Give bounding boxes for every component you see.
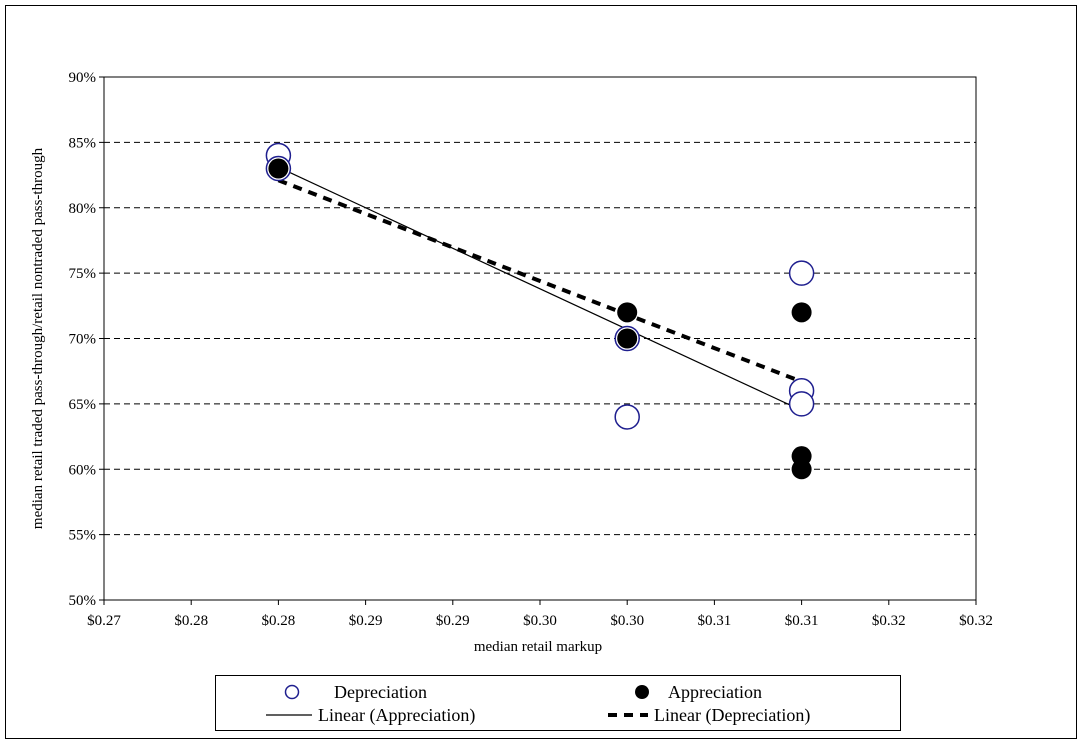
legend-label-appreciation: Appreciation (668, 681, 762, 702)
trendline-depreciation (277, 178, 803, 384)
x-tick-label: $0.28 (262, 613, 296, 629)
trendline-appreciation (278, 166, 802, 411)
x-tick-label: $0.31 (785, 613, 819, 629)
legend-item-depreciation: Depreciation (282, 681, 427, 703)
depreciation-point (788, 260, 815, 286)
x-tick-label: $0.29 (349, 613, 383, 629)
appreciation-point (268, 158, 289, 179)
y-tick-label: 90% (69, 70, 97, 86)
y-tick-label: 60% (69, 462, 97, 478)
appreciation-point (791, 302, 812, 323)
x-tick-label: $0.27 (87, 613, 121, 629)
legend-label-depreciation: Depreciation (334, 681, 427, 702)
y-tick-label: 55% (69, 528, 97, 544)
x-tick-label: $0.31 (698, 613, 732, 629)
legend-item-appreciation: Appreciation (616, 681, 762, 703)
y-tick-label: 85% (69, 135, 97, 151)
x-tick-label: $0.30 (523, 613, 557, 629)
y-tick-label: 50% (69, 593, 97, 609)
legend-item-linear-depreciation: Linear (Depreciation) (602, 704, 810, 726)
y-axis-title: median retail traded pass-through/retail… (30, 147, 46, 529)
depreciation-point (614, 404, 640, 430)
x-axis-title: median retail markup (474, 639, 602, 655)
appreciation-point (617, 302, 638, 323)
y-tick-label: 65% (69, 397, 97, 413)
appreciation-point (791, 459, 812, 480)
chart-area (5, 5, 1077, 739)
depreciation-point (788, 391, 815, 417)
y-tick-label: 70% (69, 332, 97, 348)
y-tick-label: 75% (69, 266, 97, 282)
appreciation-point (617, 328, 638, 349)
x-tick-label: $0.28 (174, 613, 208, 629)
dashed-line-icon (602, 704, 648, 726)
legend-item-linear-appreciation: Linear (Appreciation) (266, 704, 475, 726)
x-tick-label: $0.29 (436, 613, 470, 629)
solid-line-icon (266, 704, 312, 726)
legend: Depreciation Appreciation Linear (Apprec… (215, 675, 901, 731)
legend-label-linear-appreciation: Linear (Appreciation) (318, 704, 476, 725)
x-tick-label: $0.32 (872, 613, 906, 629)
x-tick-label: $0.32 (959, 613, 993, 629)
open-circle-marker-icon (282, 681, 328, 703)
legend-label-linear-depreciation: Linear (Depreciation) (654, 704, 811, 725)
x-tick-label: $0.30 (610, 613, 644, 629)
y-tick-label: 80% (69, 201, 97, 217)
filled-circle-marker-icon (616, 681, 662, 703)
